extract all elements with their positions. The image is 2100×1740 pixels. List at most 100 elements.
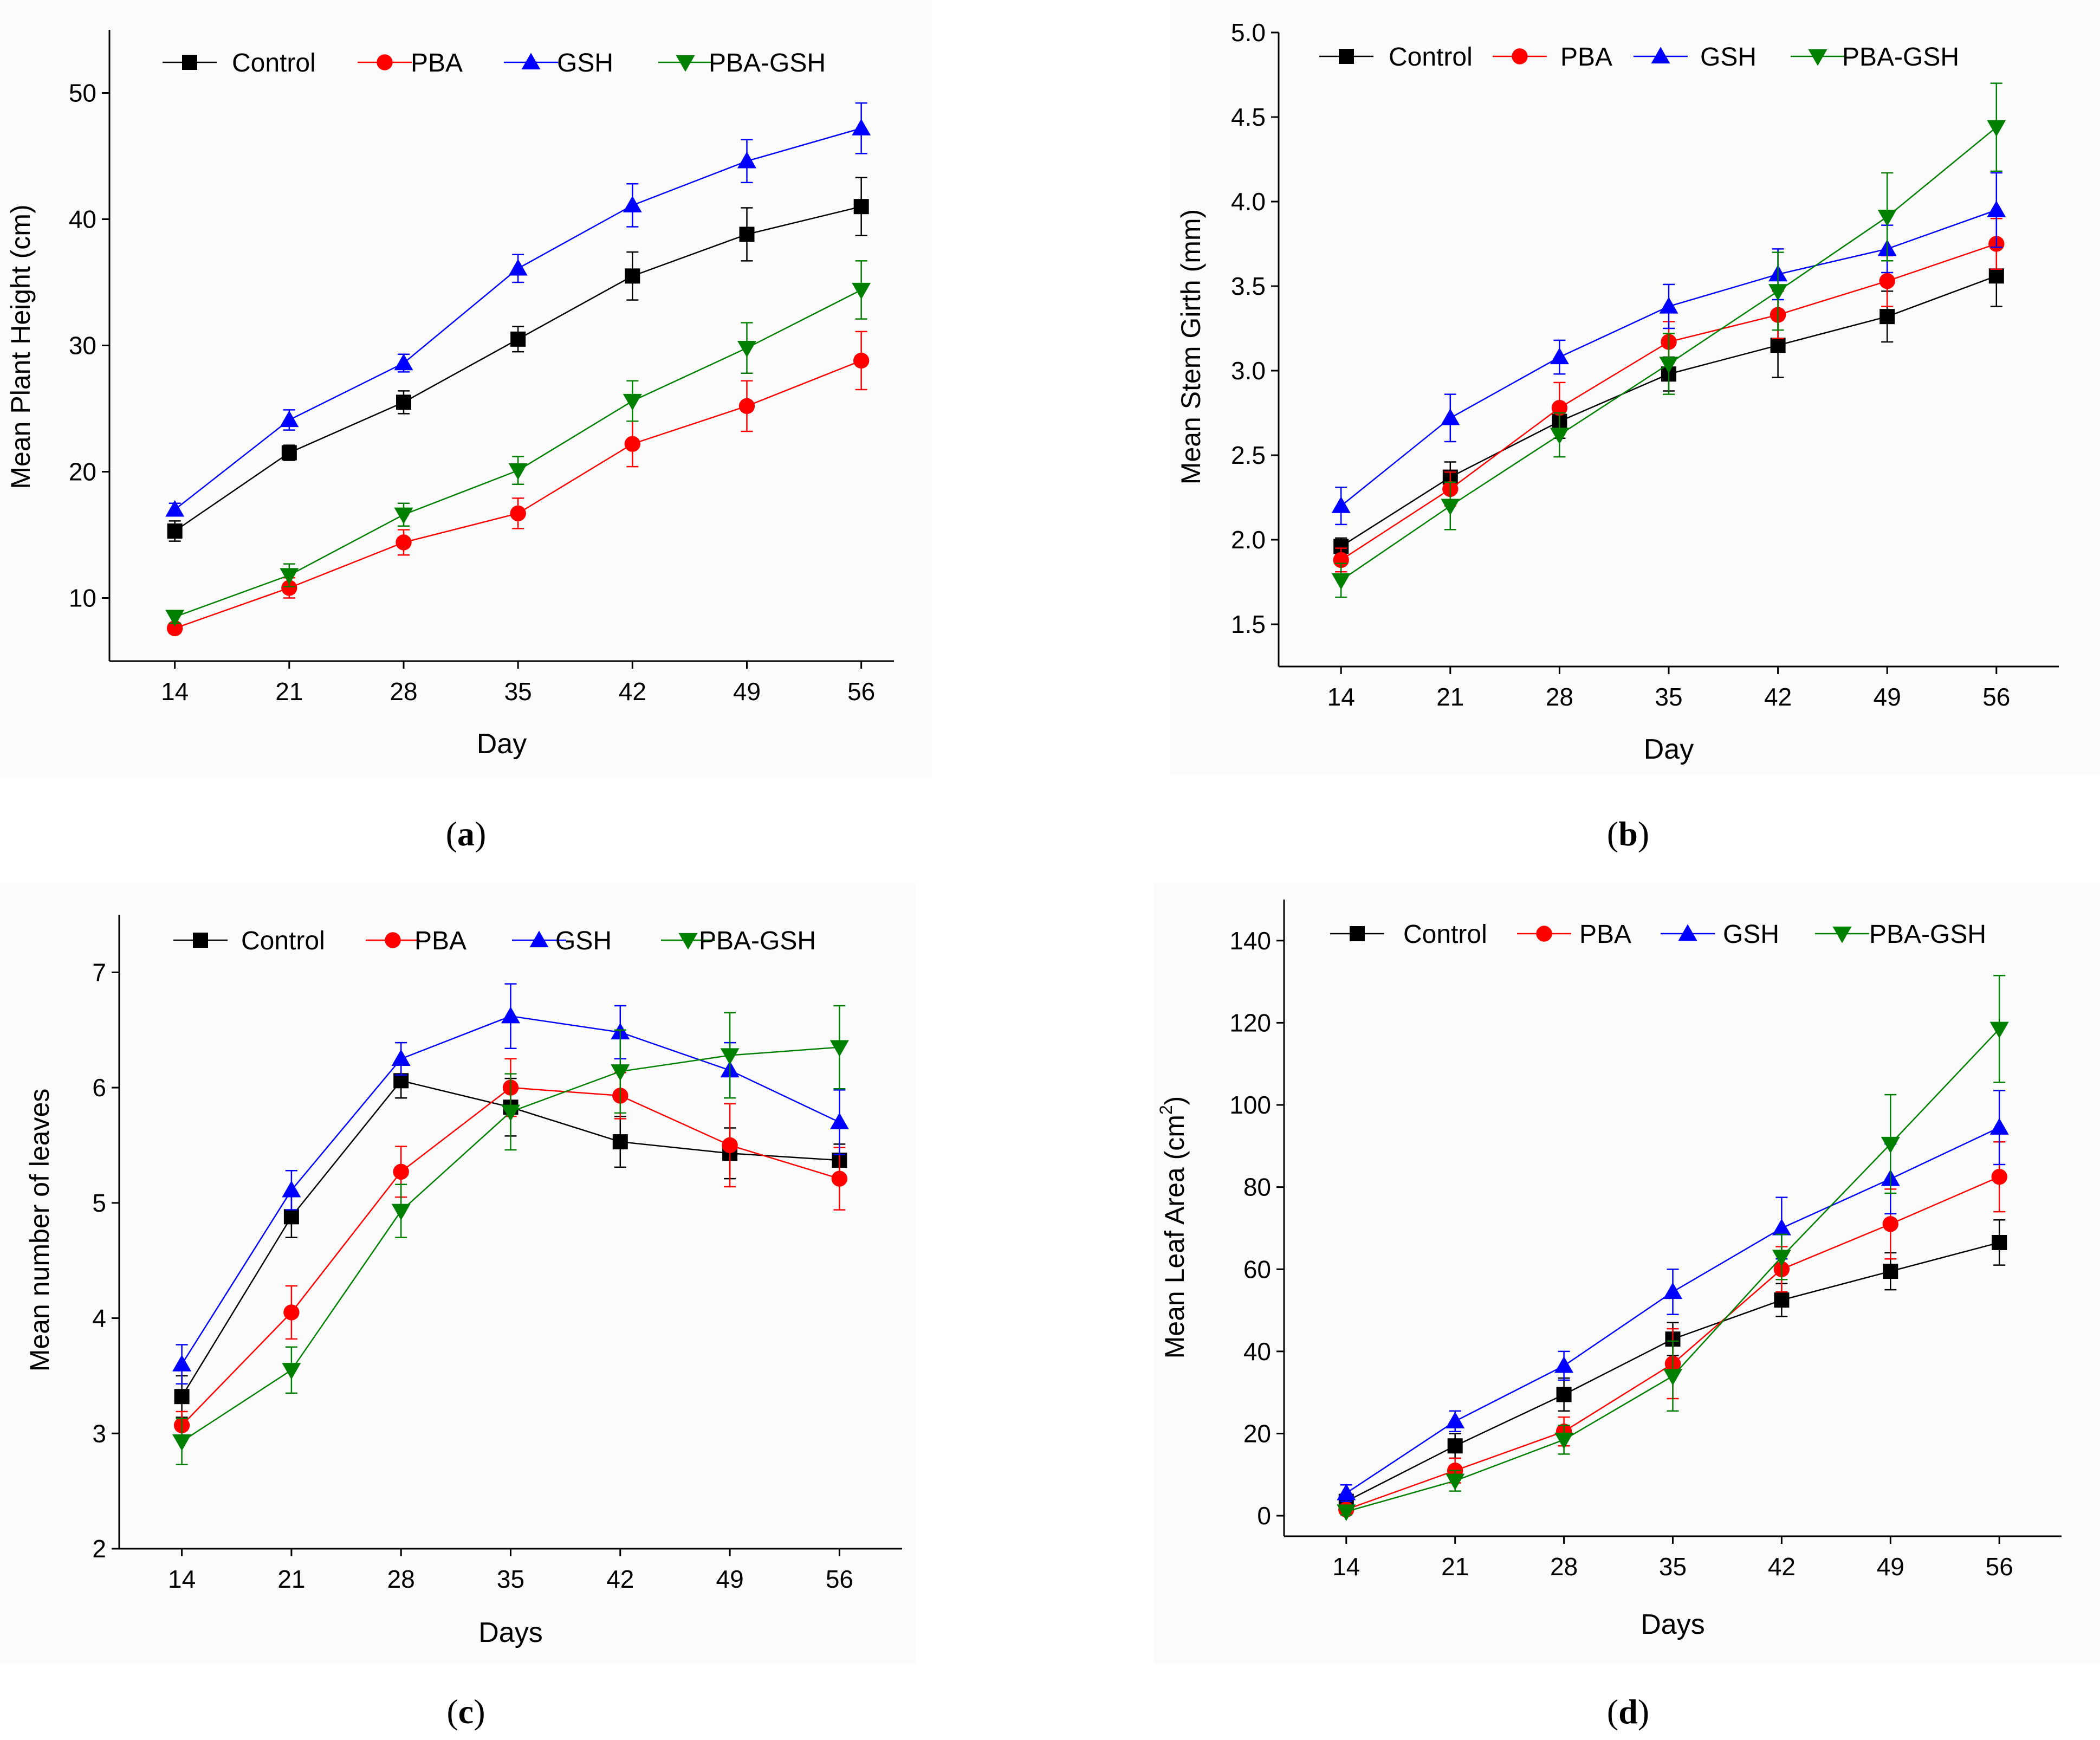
data-point-pba [1882, 1216, 1898, 1232]
x-tick-label: 35 [1655, 683, 1682, 711]
x-tick-label: 56 [1986, 1553, 2013, 1581]
data-point-pba-gsh [501, 1104, 520, 1122]
legend-label-control: Control [232, 49, 316, 77]
legend-label-pba-gsh: PBA-GSH [699, 927, 816, 955]
y-tick-label: 7 [92, 958, 106, 986]
data-point-gsh [1331, 496, 1351, 513]
data-point-pba [510, 505, 526, 522]
data-point-control [853, 199, 869, 215]
data-point-gsh [391, 1049, 411, 1066]
panel-caption-letter: a [457, 814, 475, 853]
data-point-pba [722, 1137, 738, 1154]
y-tick-label: 4.0 [1231, 187, 1266, 216]
data-point-gsh [172, 1355, 192, 1372]
data-point-gsh [1663, 1282, 1682, 1299]
x-tick-label: 42 [1764, 683, 1792, 711]
legend: Control PBA GSH PBA-GSH [173, 927, 816, 955]
y-tick-label: 80 [1243, 1173, 1271, 1201]
data-point-pba-gsh [391, 1204, 411, 1221]
data-point-pba-gsh [611, 1064, 630, 1081]
x-tick-label: 49 [733, 677, 761, 706]
legend-label-pba: PBA [414, 927, 466, 955]
y-tick-label: 2.0 [1231, 526, 1266, 554]
data-point-control [393, 1073, 409, 1089]
data-point-pba-gsh [1337, 1504, 1356, 1522]
data-point-pba [283, 1304, 300, 1321]
legend: Control PBA GSH PBA-GSH [163, 49, 826, 77]
legend-marker-gsh [1651, 47, 1670, 64]
data-point-pba-gsh [1331, 573, 1351, 590]
y-tick-label: 2.5 [1231, 441, 1266, 469]
x-tick-label: 35 [1659, 1553, 1687, 1581]
data-point-pba-gsh [172, 1434, 192, 1451]
data-point-pba-gsh [165, 610, 185, 626]
data-point-pba-gsh [737, 341, 756, 358]
data-point-pba-gsh [1554, 1432, 1574, 1450]
y-tick-label: 6 [92, 1073, 106, 1102]
y-tick-label: 100 [1229, 1091, 1271, 1119]
y-tick-label: 3.5 [1231, 272, 1266, 300]
y-tick-label: 3.0 [1231, 357, 1266, 385]
data-point-pba-gsh [282, 1363, 301, 1380]
data-point-gsh [1446, 1412, 1465, 1428]
legend-marker-pba [1512, 48, 1528, 64]
y-tick-label: 20 [69, 458, 96, 486]
data-point-gsh [1550, 347, 1569, 365]
x-tick-label: 42 [1768, 1553, 1796, 1581]
data-point-pba-gsh [1881, 1136, 1900, 1154]
panel-d: 0 20 40 60 80 100 120 140 14 21 28 35 42 49 56 Control P… [1154, 883, 2100, 1731]
x-tick-label: 21 [1441, 1553, 1469, 1581]
data-point-pba [1879, 273, 1895, 289]
panel-caption: (b) [1607, 814, 1649, 853]
data-point-control [1556, 1387, 1572, 1402]
plot-background [0, 0, 932, 778]
data-point-gsh [282, 1180, 301, 1198]
data-point-pba-gsh [623, 393, 642, 411]
legend-marker-control [1339, 49, 1354, 64]
y-axis-label: Mean number of leaves [24, 1089, 55, 1372]
y-tick-label: 1.5 [1231, 610, 1266, 638]
y-axis-label-superscript: 2 [1156, 1105, 1176, 1115]
data-point-pba-gsh [1441, 499, 1460, 516]
data-point-gsh [623, 196, 642, 212]
data-point-control [1447, 1438, 1463, 1454]
data-point-pba-gsh [1877, 209, 1897, 227]
data-point-pba-gsh [280, 568, 299, 585]
x-tick-label: 42 [619, 677, 646, 706]
x-tick-label: 14 [1327, 683, 1355, 711]
legend-label-control: Control [241, 927, 325, 955]
x-tick-label: 49 [1874, 683, 1901, 711]
legend-label-control: Control [1403, 920, 1487, 949]
data-point-gsh [501, 1006, 520, 1024]
data-point-gsh [1337, 1483, 1356, 1500]
legend-marker-gsh [1678, 924, 1697, 941]
y-tick-label: 60 [1243, 1255, 1271, 1283]
data-point-control [612, 1134, 628, 1150]
data-point-pba-gsh [1987, 120, 2006, 137]
y-tick-label: 0 [1257, 1502, 1271, 1530]
data-point-pba [624, 436, 641, 452]
data-point-control [510, 331, 526, 347]
legend-label-pba: PBA [1579, 920, 1631, 949]
legend-marker-control [182, 55, 197, 70]
data-point-pba [1991, 1168, 2007, 1185]
data-point-control [174, 1389, 190, 1405]
panel-a: 10 20 30 40 50 14 21 28 35 42 49 56 Control PBA GSH PBA… [0, 0, 932, 853]
legend-marker-control [193, 933, 208, 948]
data-point-gsh [1659, 296, 1678, 314]
x-axis-label: Days [478, 1617, 542, 1648]
legend-label-pba: PBA [1560, 43, 1612, 72]
y-tick-label: 3 [92, 1419, 106, 1447]
x-tick-label: 28 [387, 1565, 415, 1593]
legend-marker-pba-gsh [1808, 49, 1827, 66]
y-axis-label: Mean Stem Girth (mm) [1176, 209, 1206, 484]
data-point-gsh [1772, 1218, 1791, 1236]
data-point-pba [853, 352, 870, 369]
data-point-pba [1551, 399, 1568, 416]
x-tick-label: 35 [504, 677, 532, 706]
y-tick-label: 20 [1243, 1419, 1271, 1447]
x-tick-label: 56 [847, 677, 875, 706]
legend: Control PBA GSH PBA-GSH [1330, 920, 1986, 949]
